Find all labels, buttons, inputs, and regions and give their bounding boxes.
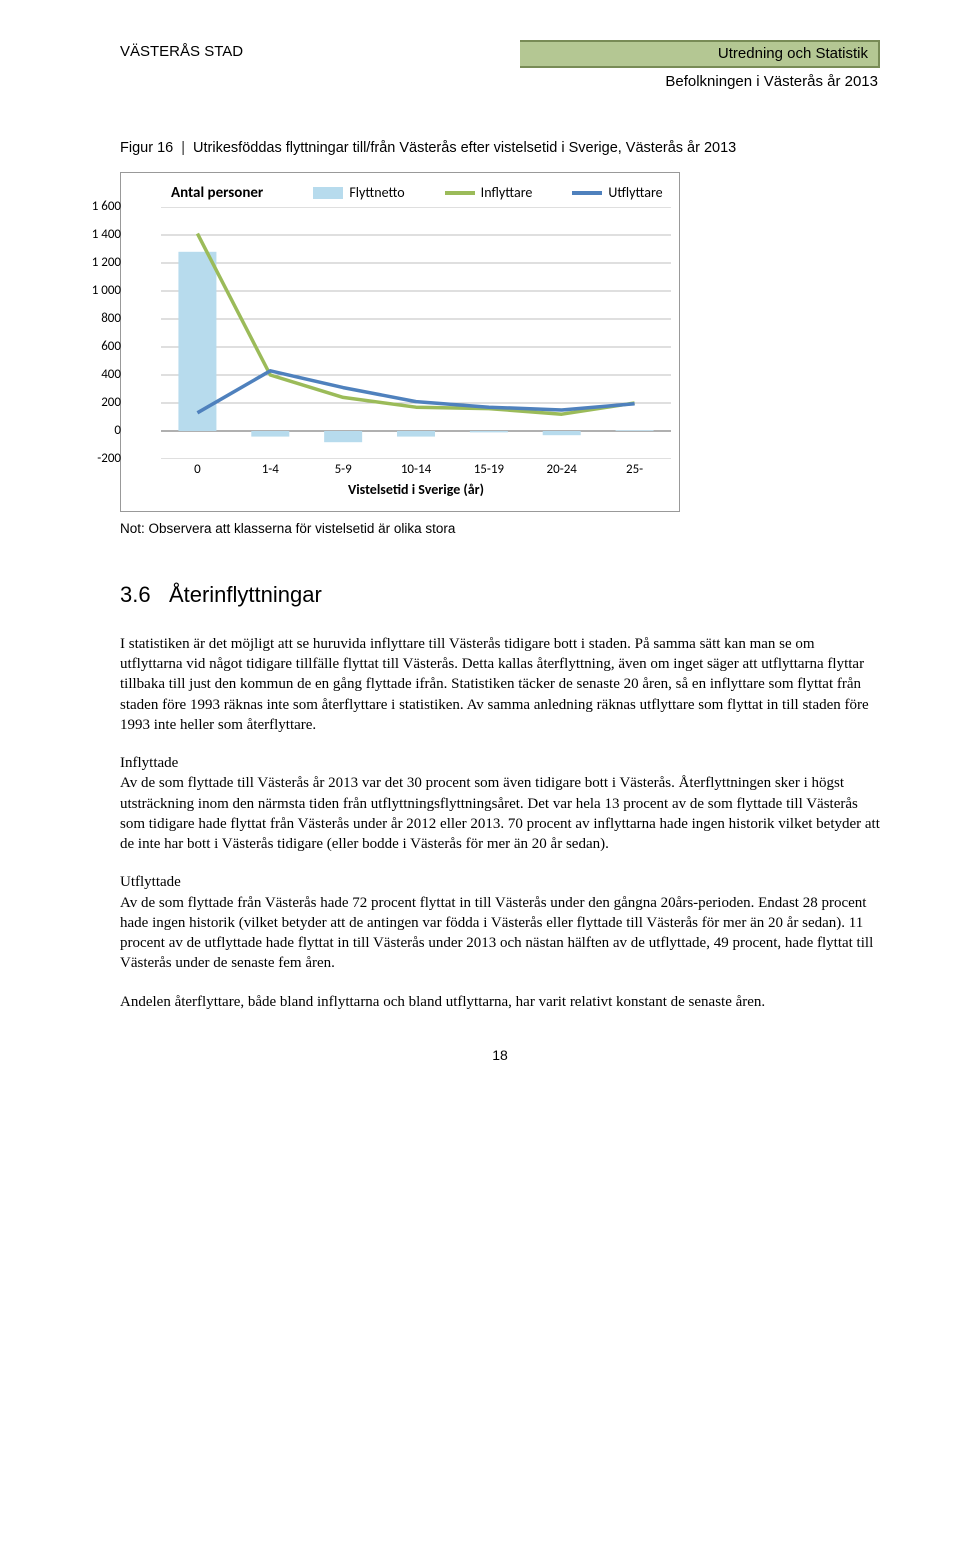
legend-item: Utflyttare xyxy=(572,183,662,203)
header-subtitle: Befolkningen i Västerås år 2013 xyxy=(120,72,880,92)
legend-item: Inflyttare xyxy=(445,183,533,203)
header-section: Utredning och Statistik xyxy=(520,40,880,68)
y-tick-label: 600 xyxy=(101,339,121,357)
x-tick-label: 0 xyxy=(161,461,234,479)
legend-swatch-line xyxy=(572,191,602,195)
y-tick-label: 800 xyxy=(101,311,121,329)
y-tick-label: 1 400 xyxy=(92,227,121,245)
paragraph-1: I statistiken är det möjligt att se huru… xyxy=(120,634,880,735)
legend-item: Flyttnetto xyxy=(313,183,404,203)
paragraph-2: Av de som flyttade till Västerås år 2013… xyxy=(120,773,880,854)
legend-label: Flyttnetto xyxy=(349,184,404,203)
y-tick-label: 400 xyxy=(101,367,121,385)
chart-svg xyxy=(161,207,671,459)
legend-swatch-bar xyxy=(313,187,343,199)
chart-plot: -20002004006008001 0001 2001 4001 600 xyxy=(161,207,671,459)
figure-number: Figur 16 xyxy=(120,140,173,156)
legend-label: Inflyttare xyxy=(481,184,533,203)
x-axis-title: Vistelsetid i Sverige (år) xyxy=(161,481,671,500)
y-tick-label: 1 000 xyxy=(92,283,121,301)
legend-swatch-line xyxy=(445,191,475,195)
chart-legend: Flyttnetto Inflyttare Utflyttare xyxy=(311,183,665,203)
x-tick-label: 25- xyxy=(598,461,671,479)
figure-caption: Figur 16 | Utrikesföddas flyttningar til… xyxy=(120,139,880,159)
chart-container: Antal personer Flyttnetto Inflyttare Utfly… xyxy=(120,172,680,512)
figure-note: Not: Observera att klasserna för vistels… xyxy=(120,520,880,538)
y-tick-label: -200 xyxy=(97,451,121,469)
section-heading: 3.6 Återinflyttningar xyxy=(120,580,880,610)
y-tick-label: 1 200 xyxy=(92,255,121,273)
section-title: Återinflyttningar xyxy=(169,582,322,607)
y-axis-title: Antal personer xyxy=(171,183,311,203)
y-tick-label: 1 600 xyxy=(92,199,121,217)
section-number: 3.6 xyxy=(120,582,151,607)
paragraph-3: Av de som flyttade från Västerås hade 72… xyxy=(120,893,880,974)
x-tick-label: 1-4 xyxy=(234,461,307,479)
subhead-inflyttade: Inflyttade xyxy=(120,753,880,773)
y-tick-label: 200 xyxy=(101,395,121,413)
figure-separator: | xyxy=(177,140,189,156)
paragraph-4: Andelen återflyttare, både bland inflytt… xyxy=(120,992,880,1012)
x-tick-label: 5-9 xyxy=(307,461,380,479)
figure-caption-text: Utrikesföddas flyttningar till/från Väst… xyxy=(193,140,736,156)
page-header: VÄSTERÅS STAD Utredning och Statistik Be… xyxy=(120,40,880,93)
x-tick-label: 15-19 xyxy=(452,461,525,479)
legend-label: Utflyttare xyxy=(608,184,662,203)
x-tick-label: 10-14 xyxy=(380,461,453,479)
x-tick-labels: 01-45-910-1415-1920-2425- xyxy=(161,461,671,479)
x-tick-label: 20-24 xyxy=(525,461,598,479)
header-org: VÄSTERÅS STAD xyxy=(120,40,520,68)
y-tick-label: 0 xyxy=(114,423,121,441)
page-number: 18 xyxy=(120,1046,880,1065)
subhead-utflyttade: Utflyttade xyxy=(120,872,880,892)
